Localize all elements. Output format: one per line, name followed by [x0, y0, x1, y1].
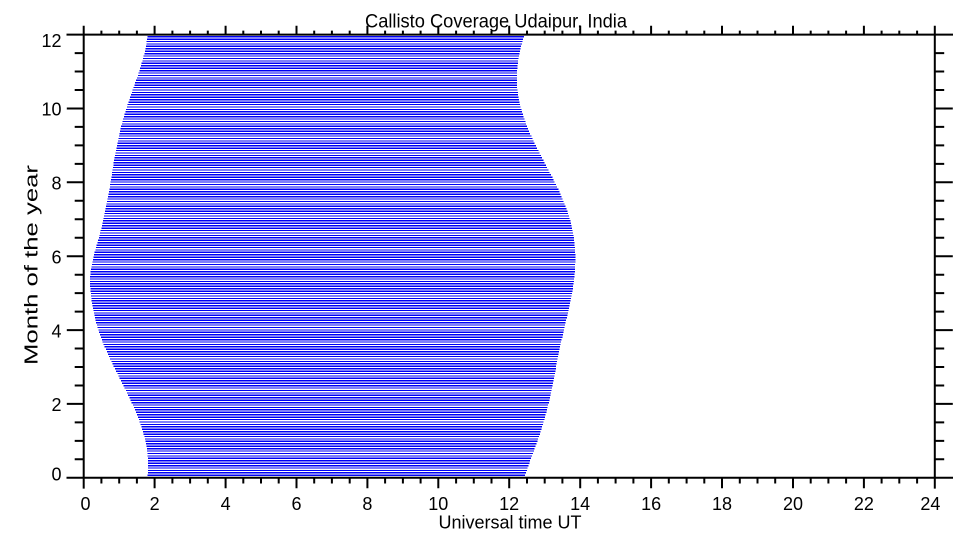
svg-text:18: 18	[712, 494, 732, 514]
svg-text:Universal time UT: Universal time UT	[438, 513, 581, 533]
svg-text:2: 2	[150, 494, 160, 514]
svg-text:0: 0	[80, 494, 90, 514]
svg-text:24: 24	[920, 494, 940, 514]
svg-text:16: 16	[641, 494, 661, 514]
svg-text:2: 2	[51, 395, 61, 415]
svg-text:4: 4	[51, 321, 61, 341]
svg-text:0: 0	[51, 465, 61, 485]
svg-text:Callisto Coverage Udaipur, Ind: Callisto Coverage Udaipur, India	[365, 11, 627, 32]
svg-text:22: 22	[854, 494, 874, 514]
svg-text:12: 12	[41, 31, 61, 51]
svg-text:8: 8	[362, 494, 372, 514]
svg-text:4: 4	[221, 494, 231, 514]
svg-text:12: 12	[499, 494, 519, 514]
svg-text:10: 10	[428, 494, 448, 514]
svg-text:20: 20	[783, 494, 803, 514]
svg-text:Month of the year: Month of the year	[22, 165, 42, 365]
svg-text:6: 6	[51, 247, 61, 267]
svg-text:14: 14	[570, 494, 590, 514]
svg-text:6: 6	[291, 494, 301, 514]
svg-text:8: 8	[51, 174, 61, 194]
svg-text:10: 10	[41, 100, 61, 120]
